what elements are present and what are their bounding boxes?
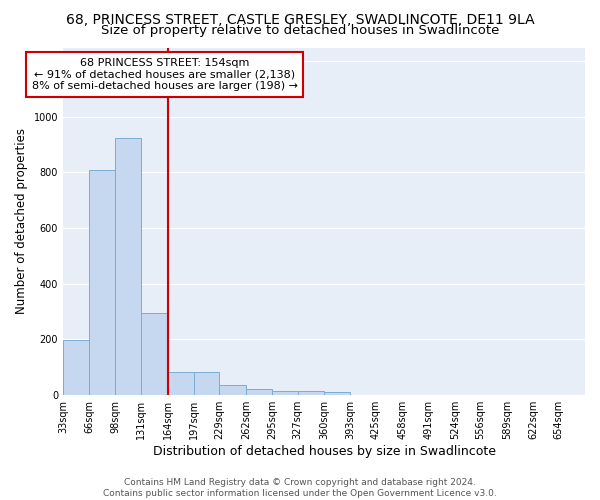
Bar <box>194 372 220 394</box>
Y-axis label: Number of detached properties: Number of detached properties <box>15 128 28 314</box>
Text: 68 PRINCESS STREET: 154sqm
← 91% of detached houses are smaller (2,138)
8% of se: 68 PRINCESS STREET: 154sqm ← 91% of deta… <box>32 58 298 91</box>
Bar <box>298 392 324 394</box>
Bar <box>324 392 350 394</box>
Bar <box>63 340 89 394</box>
Text: Size of property relative to detached houses in Swadlincote: Size of property relative to detached ho… <box>101 24 499 37</box>
Bar <box>167 372 194 394</box>
Bar <box>89 170 115 394</box>
Bar <box>141 313 167 394</box>
Bar <box>220 385 246 394</box>
Text: 68, PRINCESS STREET, CASTLE GRESLEY, SWADLINCOTE, DE11 9LA: 68, PRINCESS STREET, CASTLE GRESLEY, SWA… <box>65 12 535 26</box>
Bar <box>115 138 141 394</box>
Text: Contains HM Land Registry data © Crown copyright and database right 2024.
Contai: Contains HM Land Registry data © Crown c… <box>103 478 497 498</box>
Bar <box>246 389 272 394</box>
Bar <box>272 390 298 394</box>
X-axis label: Distribution of detached houses by size in Swadlincote: Distribution of detached houses by size … <box>152 444 496 458</box>
